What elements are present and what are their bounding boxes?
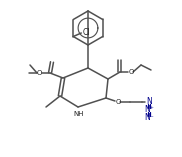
Text: O: O xyxy=(36,70,42,76)
Text: Cl: Cl xyxy=(82,28,90,37)
Text: N⁺: N⁺ xyxy=(144,106,154,114)
Text: O: O xyxy=(115,99,121,105)
Text: N⁻: N⁻ xyxy=(144,114,154,122)
Text: O: O xyxy=(128,69,134,75)
Text: N: N xyxy=(146,97,152,106)
Text: NH: NH xyxy=(74,111,84,116)
